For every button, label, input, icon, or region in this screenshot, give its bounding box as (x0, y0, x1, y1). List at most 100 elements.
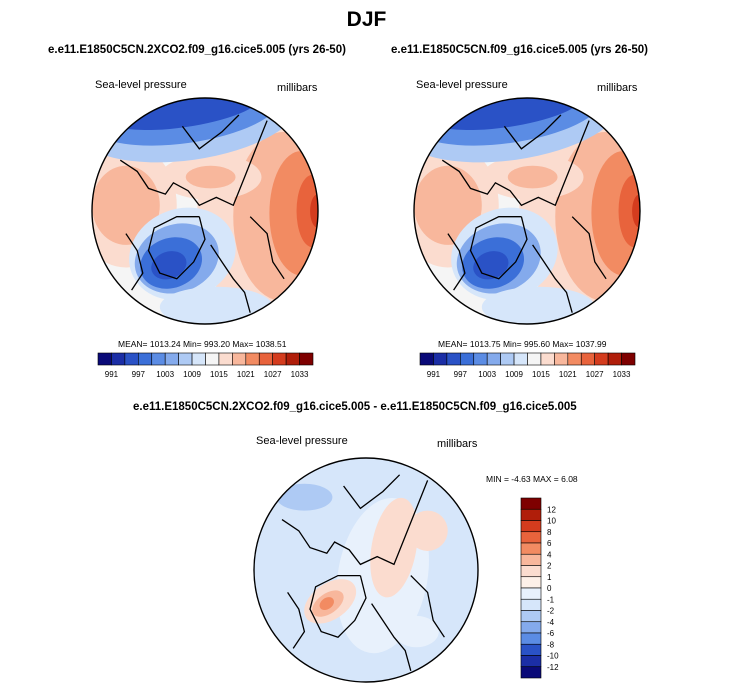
panel1-colorbar-tick-5: 1021 (237, 370, 255, 379)
panel2-colorbar-box-14 (607, 352, 622, 366)
panel2-colorbar-box-8 (527, 352, 542, 366)
panel3-colorbar-box-7 (520, 576, 542, 589)
panel3-contour-region-2 (370, 497, 418, 598)
panel2-field-label: Sea-level pressure (416, 79, 508, 91)
panel1-colorbar-tick-7: 1033 (291, 370, 309, 379)
panel3-contour-region-3 (407, 510, 448, 551)
panel3-coastline-1 (309, 574, 367, 638)
figure-title: DJF (346, 8, 387, 31)
panel1-map-field (92, 98, 318, 324)
panel3-coastline-2 (371, 603, 412, 671)
panel3-colorbar-tick-13: -10 (547, 652, 559, 661)
panel2-map-field (414, 98, 640, 324)
panel1-coastline-4 (249, 216, 285, 280)
panel1-colorbar-box-13 (272, 352, 287, 366)
panel2-colorbar-tick-0: 991 (427, 370, 441, 379)
panel2-colorbar-box-2 (446, 352, 461, 366)
panel2-coastline-2 (532, 244, 573, 313)
panel2-colorbar-box-15 (621, 352, 636, 366)
panel2-contour-region-12 (426, 98, 583, 130)
panel1-colorbar-tick-1: 997 (132, 370, 146, 379)
panel2-colorbar-tick-4: 1015 (532, 370, 550, 379)
panel3-colorbar-tick-2: 8 (547, 528, 552, 537)
panel1-colorbar-box-9 (218, 352, 233, 366)
panel3-colorbar-tick-5: 2 (547, 562, 552, 571)
panel3-colorbar-box-12 (520, 632, 542, 645)
panel3-coastline-3 (287, 592, 306, 649)
panel1-units-label: millibars (277, 82, 318, 94)
panel2-colorbar-box-10 (554, 352, 569, 366)
panel3-contour-region-8 (276, 483, 333, 511)
panel2-colorbar-tick-1: 997 (454, 370, 468, 379)
panel3-colorbar-tick-0: 12 (547, 505, 556, 514)
panel3-contour-region-7 (394, 615, 439, 648)
panel1-coastline-2 (210, 244, 251, 313)
panel2-colorbar-box-1 (433, 352, 448, 366)
panel2-colorbar-box-13 (594, 352, 609, 366)
panel2-colorbar-box-0 (419, 352, 434, 366)
panel2-contour-region-17 (481, 286, 595, 324)
panel1-colorbar-box-0 (97, 352, 112, 366)
panel1-case-title: e.e11.E1850C5CN.2XCO2.f09_g16.cice5.005 … (48, 44, 346, 56)
panel1-colorbar-tick-2: 1003 (156, 370, 174, 379)
panel2-colorbar-tick-7: 1033 (613, 370, 631, 379)
panel3-colorbar-tick-9: -2 (547, 607, 555, 616)
panel3-colorbar-box-0 (520, 497, 542, 510)
panel3-colorbar-box-13 (520, 643, 542, 656)
panel1-colorbar-box-1 (111, 352, 126, 366)
panel3-map-field (254, 458, 478, 682)
panel1-contour-region-9 (185, 165, 236, 189)
panel1-map-boundary (91, 97, 319, 325)
panel1-coastline-3 (125, 233, 144, 291)
panel3-colorbar-box-9 (520, 598, 542, 611)
panel2-colorbar-box-6 (500, 352, 515, 366)
panel2-colorbar-box-5 (486, 352, 501, 366)
panel1-contour-region-7 (92, 165, 160, 245)
panel2-colorbar-tick-6: 1027 (586, 370, 604, 379)
panel1-colorbar-box-12 (258, 352, 273, 366)
panel1-contour-region-17 (159, 286, 273, 324)
panel1-colorbar-tick-4: 1015 (210, 370, 228, 379)
panel2-colorbar-box-4 (473, 352, 488, 366)
panel2-coastline-5 (503, 114, 562, 150)
panel3-coastline-5 (343, 474, 401, 510)
panel3-colorbar-box-4 (520, 542, 542, 555)
panel3-colorbar-box-14 (520, 655, 542, 668)
panel3-colorbar-tick-7: 0 (547, 584, 552, 593)
panel3-colorbar-tick-11: -6 (547, 629, 555, 638)
panel3-colorbar-tick-8: -1 (547, 595, 555, 604)
panel1-colorbar-box-14 (285, 352, 300, 366)
panel3-colorbar-box-8 (520, 587, 542, 600)
panel3-colorbar-tick-10: -4 (547, 618, 555, 627)
panel2-colorbar-box-11 (567, 352, 582, 366)
panel3-colorbar-tick-1: 10 (547, 517, 556, 526)
panel2-colorbar-box-3 (460, 352, 475, 366)
panel3-coastline-0 (281, 480, 429, 566)
panel2-contour-region-7 (414, 165, 482, 245)
panel1-colorbar-box-2 (124, 352, 139, 366)
panel1-coastline-5 (181, 114, 240, 150)
panel1-colorbar-box-15 (299, 352, 314, 366)
panel2-colorbar-box-12 (580, 352, 595, 366)
panel3-colorbar-box-6 (520, 565, 542, 578)
panel2-colorbar-box-9 (540, 352, 555, 366)
panel1-colorbar-tick-0: 991 (105, 370, 119, 379)
panel1-stats: MEAN= 1013.24 Min= 993.20 Max= 1038.51 (118, 339, 287, 349)
panel3-contour-region-6 (319, 597, 334, 611)
panel2-colorbar-tick-3: 1009 (505, 370, 523, 379)
panel1-colorbar-box-10 (232, 352, 247, 366)
panel2-units-label: millibars (597, 82, 638, 94)
panel2-coastline-4 (571, 216, 607, 280)
panel2-colorbar-box-7 (513, 352, 528, 366)
panel1-colorbar-tick-6: 1027 (264, 370, 282, 379)
panel2-map-boundary (413, 97, 641, 325)
panel2-coastline-1 (469, 216, 528, 280)
panel1-colorbar-box-3 (138, 352, 153, 366)
panel2-coastline-0 (441, 120, 590, 207)
panel2-contour-region-5 (632, 194, 640, 228)
panel2-colorbar-tick-2: 1003 (478, 370, 496, 379)
panel3-stats: MIN = -4.63 MAX = 6.08 (486, 474, 578, 484)
panel3-colorbar-box-11 (520, 621, 542, 634)
panel3-colorbar-box-10 (520, 610, 542, 623)
